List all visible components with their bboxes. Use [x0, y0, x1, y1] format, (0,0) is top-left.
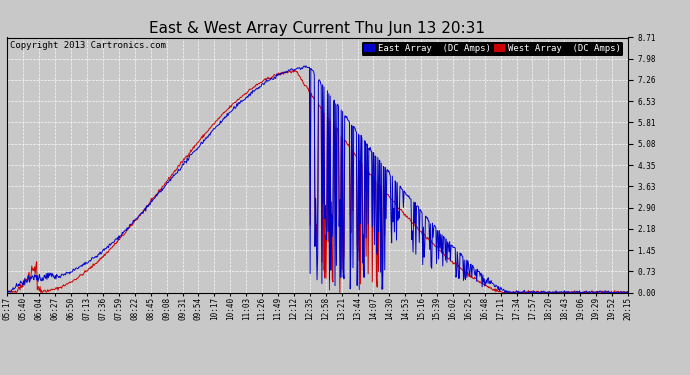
Title: East & West Array Current Thu Jun 13 20:31: East & West Array Current Thu Jun 13 20:… — [150, 21, 485, 36]
Text: Copyright 2013 Cartronics.com: Copyright 2013 Cartronics.com — [10, 41, 166, 50]
Legend: East Array  (DC Amps), West Array  (DC Amps): East Array (DC Amps), West Array (DC Amp… — [362, 42, 623, 56]
